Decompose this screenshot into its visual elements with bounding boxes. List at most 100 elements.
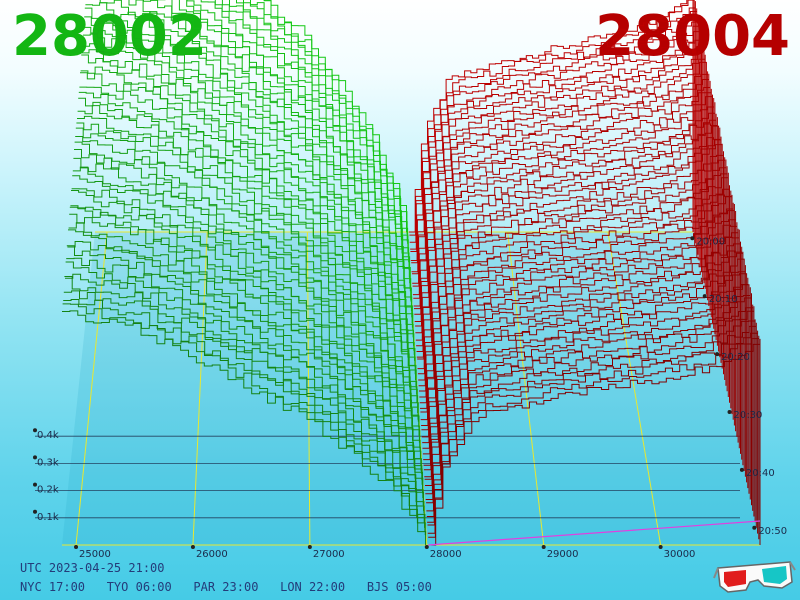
- bid-depth-line: [66, 245, 424, 498]
- time-tick-label: 20:30: [734, 410, 763, 421]
- ask-depth-line: [409, 0, 694, 233]
- price-tick-label: 25000: [79, 549, 111, 560]
- bid-depth-line: [65, 273, 425, 513]
- ask-depth-line: [416, 117, 718, 347]
- ask-depth-line: [412, 54, 706, 289]
- bid-depth-line: [63, 290, 426, 528]
- bid-depth-line: [74, 141, 419, 422]
- bid-depth-line: [63, 299, 426, 532]
- utc-clock: UTC 2023-04-25 21:00: [20, 561, 165, 575]
- bid-depth-line: [79, 86, 416, 380]
- ask-depth-line: [421, 204, 735, 426]
- bid-depth-line: [74, 149, 420, 428]
- bid-depth-line: [83, 26, 414, 338]
- time-tick-dot: [739, 467, 744, 472]
- price-gridline: [306, 231, 311, 546]
- ask-depth-line: [411, 41, 704, 278]
- ask-depth-line: [422, 229, 740, 449]
- ask-depth-line: [410, 8, 698, 250]
- ask-depth-line: [412, 49, 705, 284]
- ask-depth-line: [415, 113, 717, 341]
- bid-depth-line: [250, 0, 408, 242]
- bid-depth-line: [85, 2, 413, 324]
- ask-depth-line: [421, 222, 738, 438]
- bid-depth-line: [64, 276, 425, 523]
- price-gridline: [607, 231, 662, 546]
- bid-depth-line: [263, 0, 407, 232]
- bid-depth-line: [99, 0, 413, 318]
- ask-depth-line: [411, 30, 701, 267]
- bid-depth-line: [200, 0, 410, 278]
- time-tick-dot: [727, 409, 732, 414]
- clock-bjs: BJS 05:00: [345, 580, 432, 594]
- bid-depth-line: [65, 261, 424, 511]
- time-tick-label: 20:40: [746, 468, 775, 479]
- ask-depth-line: [415, 98, 715, 329]
- price-tick-label: 27000: [313, 549, 345, 560]
- ask-depth-line: [414, 88, 712, 318]
- price-tick-label: 28000: [430, 549, 462, 560]
- price-tick-label: 30000: [664, 549, 696, 560]
- bid-depth-line: [70, 205, 422, 466]
- bid-price: 28002: [12, 4, 207, 69]
- price-tick-dot: [424, 545, 429, 549]
- ask-depth-line: [411, 36, 702, 273]
- bid-depth-line: [62, 310, 427, 545]
- bid-depth-line: [75, 136, 419, 420]
- chart-series: [62, 0, 761, 546]
- time-tick-label: 20:50: [758, 526, 787, 537]
- ask-depth-line: [409, 1, 696, 244]
- time-tick-label: 20:20: [721, 352, 750, 363]
- time-tick-dot: [752, 525, 757, 530]
- volume-tick-label: 0.1k: [37, 512, 59, 523]
- price-tick-dot: [74, 545, 79, 549]
- ask-depth-line: [426, 304, 754, 512]
- ask-depth-line: [425, 277, 749, 489]
- ask-depth-line: [416, 127, 721, 358]
- chart-labels: 0.1k 0.2k 0.3k 0.4k 25000 26000 27000 28000 2900…: [33, 236, 787, 560]
- time-tick-label: 20:00: [696, 236, 725, 247]
- time-tick-dot: [715, 352, 720, 357]
- ask-depth-line: [426, 293, 752, 506]
- ask-depth-line: [417, 151, 724, 375]
- bid-depth-line: [78, 97, 417, 389]
- ask-depth-line: [417, 143, 723, 370]
- bid-depth-line: [66, 257, 424, 506]
- ask-depth-line: [414, 80, 711, 312]
- ask-baseline: [428, 520, 761, 546]
- ask-depth-line: [412, 61, 707, 296]
- time-tick-label: 20:10: [709, 294, 738, 305]
- price-tick-dot: [307, 545, 312, 549]
- ask-depth-line: [426, 306, 755, 517]
- volume-tick-dot: [33, 455, 37, 460]
- bid-depth-line: [263, 0, 408, 234]
- ask-depth-line: [415, 102, 716, 335]
- ask-depth-line: [424, 273, 748, 483]
- bid-depth-line: [157, 0, 412, 301]
- volume-tick-dot: [33, 482, 37, 487]
- ask-depth-line: [428, 338, 761, 546]
- ask-depth-line: [420, 202, 734, 421]
- ask-depth-line: [424, 265, 746, 478]
- ask-depth-line: [418, 157, 726, 381]
- ask-depth-line: [419, 172, 729, 398]
- ask-depth-line: [423, 246, 743, 461]
- ask-depth-line: [427, 322, 757, 528]
- ask-depth-line: [421, 211, 737, 432]
- bid-depth-line: [73, 157, 420, 436]
- bid-depth-line: [72, 175, 421, 449]
- price-tick-label: 26000: [196, 549, 228, 560]
- price-gridline: [75, 231, 108, 546]
- ask-depth-line: [427, 330, 759, 534]
- clock-tyo: TYO 06:00: [85, 580, 172, 594]
- bid-depth-line: [82, 43, 415, 351]
- ask-depth-line: [422, 228, 739, 444]
- ask-depth-line: [425, 287, 751, 500]
- bid-depth-line: [83, 33, 414, 346]
- ask-depth-line: [410, 20, 700, 261]
- bid-depth-line: [77, 105, 418, 395]
- 3d-glasses-icon[interactable]: [712, 558, 796, 594]
- ask-depth-line: [409, 0, 695, 238]
- price-tick-dot: [658, 545, 663, 549]
- ask-depth-line: [420, 194, 733, 415]
